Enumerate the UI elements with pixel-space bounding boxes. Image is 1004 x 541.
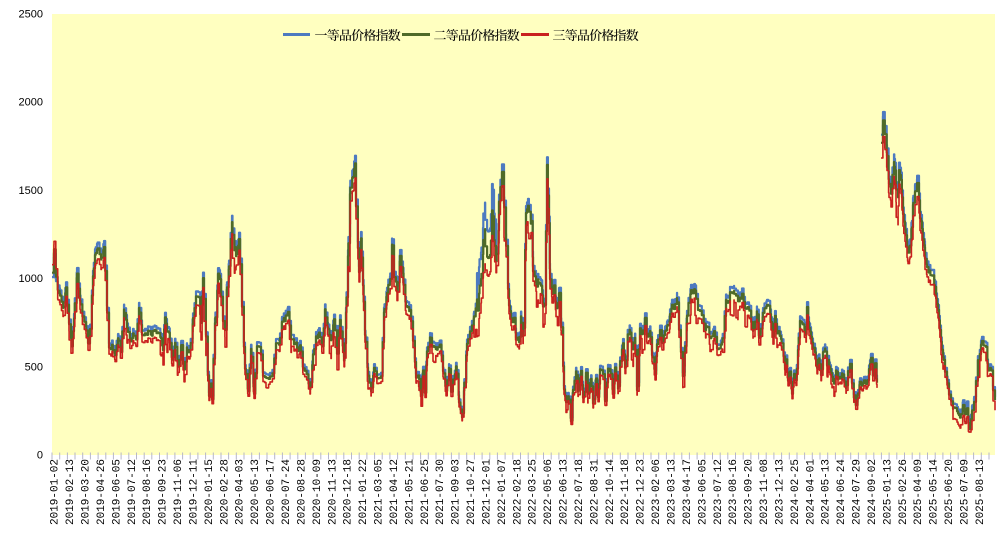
svg-text:2023-12-13: 2023-12-13 — [774, 459, 786, 525]
svg-text:2022-07-18: 2022-07-18 — [574, 459, 586, 525]
svg-text:2023-03-13: 2023-03-13 — [667, 459, 679, 525]
svg-text:2024-06-24: 2024-06-24 — [836, 459, 848, 525]
svg-text:2021-06-25: 2021-06-25 — [420, 459, 432, 525]
svg-text:2019-11-06: 2019-11-06 — [173, 459, 185, 525]
svg-text:2023-11-08: 2023-11-08 — [759, 459, 771, 525]
svg-text:2021-09-03: 2021-09-03 — [451, 459, 463, 525]
svg-text:2023-04-17: 2023-04-17 — [682, 459, 694, 525]
svg-text:2019-08-16: 2019-08-16 — [142, 459, 154, 525]
svg-text:2020-10-09: 2020-10-09 — [312, 459, 324, 525]
svg-text:2020-07-24: 2020-07-24 — [281, 459, 293, 525]
svg-text:2022-12-23: 2022-12-23 — [636, 459, 648, 525]
svg-text:2020-01-15: 2020-01-15 — [204, 459, 216, 525]
svg-text:2020-12-18: 2020-12-18 — [343, 459, 355, 525]
svg-text:2020-04-03: 2020-04-03 — [235, 459, 247, 525]
svg-text:2022-06-13: 2022-06-13 — [559, 459, 571, 525]
svg-text:500: 500 — [25, 361, 43, 373]
svg-text:2019-02-13: 2019-02-13 — [65, 459, 77, 525]
svg-text:2019-04-26: 2019-04-26 — [96, 459, 108, 525]
svg-text:2021-07-30: 2021-07-30 — [435, 459, 447, 525]
svg-text:2023-08-16: 2023-08-16 — [728, 459, 740, 525]
svg-text:2021-12-01: 2021-12-01 — [482, 459, 494, 525]
svg-text:2024-05-13: 2024-05-13 — [821, 459, 833, 525]
svg-text:2020-08-28: 2020-08-28 — [296, 459, 308, 525]
svg-text:2022-05-06: 2022-05-06 — [543, 459, 555, 525]
svg-text:1000: 1000 — [19, 273, 43, 285]
svg-text:2025-07-09: 2025-07-09 — [960, 459, 972, 525]
svg-text:2022-01-07: 2022-01-07 — [497, 459, 509, 525]
svg-text:1500: 1500 — [19, 185, 43, 197]
svg-text:2021-01-22: 2021-01-22 — [358, 459, 370, 525]
svg-text:2024-04-01: 2024-04-01 — [805, 459, 817, 525]
svg-text:2022-03-25: 2022-03-25 — [528, 459, 540, 525]
svg-text:2024-09-02: 2024-09-02 — [867, 459, 879, 525]
svg-text:2019-07-12: 2019-07-12 — [127, 459, 139, 525]
svg-text:2022-08-31: 2022-08-31 — [589, 459, 601, 525]
svg-text:2020-06-17: 2020-06-17 — [266, 459, 278, 525]
svg-text:2022-11-18: 2022-11-18 — [620, 459, 632, 525]
svg-text:2023-07-12: 2023-07-12 — [713, 459, 725, 525]
svg-text:2019-12-11: 2019-12-11 — [189, 459, 201, 525]
svg-text:2025-08-13: 2025-08-13 — [975, 459, 987, 525]
svg-text:2022-02-18: 2022-02-18 — [512, 459, 524, 525]
svg-text:2020-02-28: 2020-02-28 — [219, 459, 231, 525]
svg-text:2000: 2000 — [19, 97, 43, 109]
svg-text:2021-05-21: 2021-05-21 — [404, 459, 416, 525]
svg-text:0: 0 — [37, 450, 43, 462]
svg-text:2025-01-13: 2025-01-13 — [882, 459, 894, 525]
svg-text:2023-02-06: 2023-02-06 — [651, 459, 663, 525]
svg-text:2021-10-27: 2021-10-27 — [466, 459, 478, 525]
svg-text:2020-11-13: 2020-11-13 — [327, 459, 339, 525]
svg-text:2024-07-29: 2024-07-29 — [852, 459, 864, 525]
svg-text:2019-09-23: 2019-09-23 — [158, 459, 170, 525]
svg-text:2024-02-25: 2024-02-25 — [790, 459, 802, 525]
svg-text:2500: 2500 — [19, 9, 43, 21]
svg-text:2023-09-20: 2023-09-20 — [744, 459, 756, 525]
svg-text:2020-05-13: 2020-05-13 — [250, 459, 262, 525]
svg-text:2021-03-05: 2021-03-05 — [374, 459, 386, 525]
svg-text:2019-03-20: 2019-03-20 — [81, 459, 93, 525]
svg-text:2025-04-09: 2025-04-09 — [913, 459, 925, 525]
svg-text:2019-06-05: 2019-06-05 — [111, 459, 123, 525]
svg-text:2025-06-20: 2025-06-20 — [944, 459, 956, 525]
svg-text:2025-02-26: 2025-02-26 — [898, 459, 910, 525]
svg-text:2022-10-14: 2022-10-14 — [605, 459, 617, 525]
svg-text:2025-05-14: 2025-05-14 — [929, 459, 941, 525]
svg-text:2021-04-12: 2021-04-12 — [389, 459, 401, 525]
svg-text:2023-06-05: 2023-06-05 — [697, 459, 709, 525]
svg-text:2019-01-02: 2019-01-02 — [50, 459, 62, 525]
